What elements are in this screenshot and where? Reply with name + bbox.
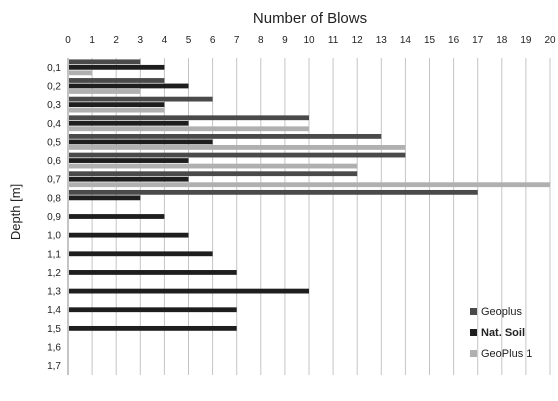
y-tick-label: 1,7 — [47, 361, 61, 372]
y-tick-label: 1,4 — [47, 305, 61, 316]
x-tick-label: 18 — [496, 35, 508, 46]
legend-swatch — [470, 329, 477, 336]
bar — [69, 126, 309, 132]
y-tick-label: 0,7 — [47, 175, 61, 186]
bar — [69, 70, 93, 76]
x-tick-label: 5 — [186, 35, 192, 46]
bar — [69, 171, 358, 177]
bar — [69, 195, 141, 201]
x-tick-label: 4 — [162, 35, 168, 46]
bar — [69, 182, 550, 188]
bar — [69, 307, 237, 313]
bar — [69, 89, 141, 94]
bar — [69, 83, 189, 89]
x-tick-label: 8 — [258, 35, 264, 46]
bars — [69, 59, 550, 331]
bar — [69, 96, 213, 102]
x-tick-label: 6 — [210, 35, 216, 46]
y-tick-label: 1,6 — [47, 343, 61, 354]
x-tick-label: 2 — [113, 35, 119, 46]
legend-swatch — [470, 350, 477, 357]
x-axis-ticks: 0 1 2 3 4 5 6 7 8 9 10 11 12 13 14 15 16 17 18 19 20 — [65, 35, 556, 46]
x-tick-label: 0 — [65, 35, 71, 46]
legend-label: Geoplus — [481, 306, 522, 318]
x-tick-label: 17 — [472, 35, 484, 46]
x-tick-label: 12 — [352, 35, 364, 46]
bar — [69, 145, 406, 150]
bar — [69, 288, 309, 294]
y-tick-label: 1,0 — [47, 231, 61, 242]
y-tick-label: 0,3 — [47, 100, 61, 111]
legend: Geoplus Nat. Soil GeoPlus 1 — [470, 306, 532, 360]
bar — [69, 107, 165, 113]
bar — [69, 158, 189, 163]
legend-swatch — [470, 308, 477, 315]
x-tick-label: 19 — [520, 35, 532, 46]
y-tick-label: 0,1 — [47, 63, 61, 74]
y-axis-label: Depth [m] — [8, 184, 23, 240]
legend-label: GeoPlus 1 — [481, 348, 532, 360]
bar — [69, 64, 165, 70]
bar — [69, 163, 358, 169]
x-tick-label: 11 — [328, 35, 339, 46]
chart-title: Number of Blows — [253, 10, 367, 27]
y-tick-label: 1,2 — [47, 268, 61, 279]
legend-label: Nat. Soil — [481, 327, 525, 339]
bar — [69, 134, 382, 139]
y-tick-label: 0,4 — [47, 119, 61, 130]
y-tick-label: 0,5 — [47, 137, 61, 148]
y-axis-ticks: 0,1 0,2 0,3 0,4 0,5 0,6 0,7 0,8 0,9 1,0 1,1 1,2 1,3 1… — [47, 63, 61, 372]
x-tick-label: 20 — [544, 35, 556, 46]
x-tick-label: 10 — [303, 35, 315, 46]
y-tick-label: 0,8 — [47, 193, 61, 204]
bar — [69, 102, 165, 108]
x-tick-label: 7 — [234, 35, 240, 46]
x-tick-label: 13 — [376, 35, 388, 46]
bar — [69, 232, 189, 238]
bar — [69, 325, 237, 331]
x-tick-label: 16 — [448, 35, 460, 46]
bar — [69, 139, 213, 145]
bar — [69, 59, 141, 65]
y-tick-label: 1,3 — [47, 287, 61, 298]
grid — [67, 58, 551, 375]
bar — [69, 214, 165, 219]
x-tick-label: 9 — [282, 35, 288, 46]
y-tick-label: 1,1 — [47, 249, 61, 260]
y-tick-label: 0,6 — [47, 156, 61, 167]
bar — [69, 78, 165, 83]
x-tick-label: 14 — [400, 35, 412, 46]
bar — [69, 115, 309, 121]
x-tick-label: 15 — [424, 35, 436, 46]
y-tick-label: 0,9 — [47, 212, 61, 223]
bar — [69, 120, 189, 126]
y-tick-label: 0,2 — [47, 81, 61, 92]
x-tick-label: 1 — [89, 35, 95, 46]
bar — [69, 270, 237, 275]
bar — [69, 251, 213, 257]
bar — [69, 152, 406, 158]
x-tick-label: 3 — [138, 35, 144, 46]
y-tick-label: 1,5 — [47, 324, 61, 335]
bar — [69, 189, 478, 195]
bar — [69, 176, 189, 182]
